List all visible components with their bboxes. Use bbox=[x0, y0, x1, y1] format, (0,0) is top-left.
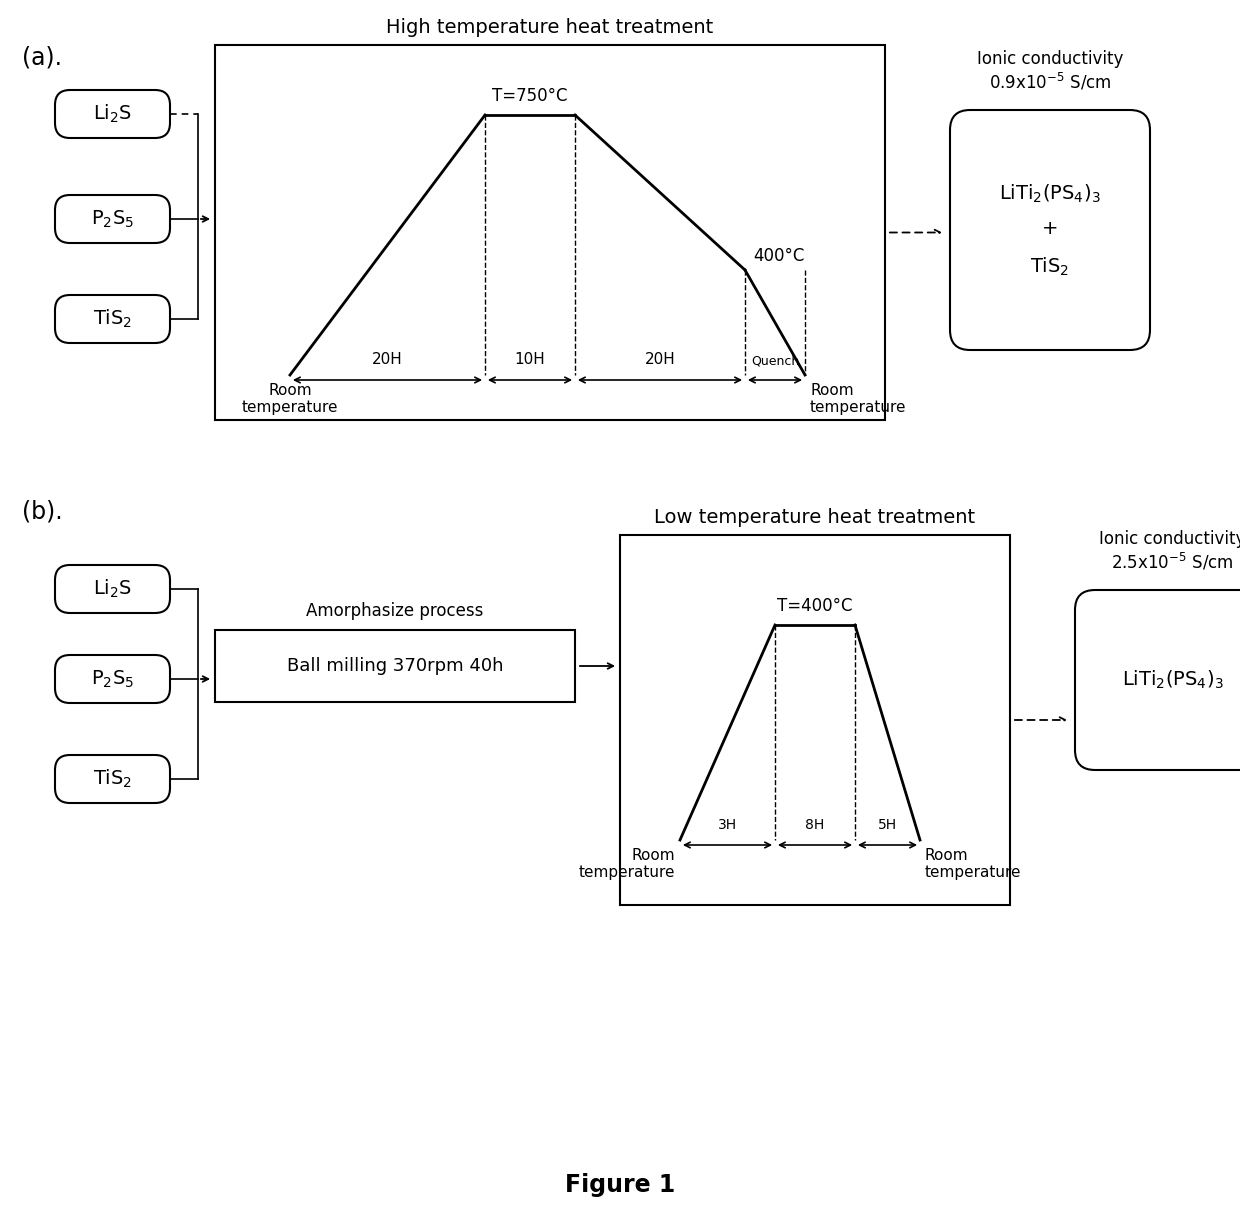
Text: Li$_2$S: Li$_2$S bbox=[93, 103, 131, 125]
FancyBboxPatch shape bbox=[55, 194, 170, 243]
Text: 0.9x10$^{-5}$ S/cm: 0.9x10$^{-5}$ S/cm bbox=[988, 71, 1111, 92]
Text: TiS$_2$: TiS$_2$ bbox=[93, 308, 133, 330]
Bar bbox=[215, 630, 575, 702]
Text: Li$_2$S: Li$_2$S bbox=[93, 577, 131, 600]
Text: P$_2$S$_5$: P$_2$S$_5$ bbox=[91, 668, 134, 690]
Text: Room
temperature: Room temperature bbox=[925, 848, 1022, 881]
Text: Ball milling 370rpm 40h: Ball milling 370rpm 40h bbox=[286, 657, 503, 675]
Text: T=750°C: T=750°C bbox=[492, 87, 568, 105]
Text: T=400°C: T=400°C bbox=[777, 597, 853, 615]
Bar bbox=[215, 45, 885, 419]
Text: 10H: 10H bbox=[515, 352, 546, 367]
Text: 20H: 20H bbox=[372, 352, 403, 367]
Text: Room
temperature: Room temperature bbox=[579, 848, 675, 881]
Text: 2.5x10$^{-5}$ S/cm: 2.5x10$^{-5}$ S/cm bbox=[1111, 550, 1234, 572]
FancyBboxPatch shape bbox=[55, 295, 170, 342]
Text: High temperature heat treatment: High temperature heat treatment bbox=[387, 18, 714, 37]
FancyBboxPatch shape bbox=[55, 565, 170, 613]
Text: 8H: 8H bbox=[805, 818, 825, 832]
FancyBboxPatch shape bbox=[1075, 589, 1240, 770]
FancyBboxPatch shape bbox=[55, 755, 170, 804]
Text: Quench: Quench bbox=[751, 353, 799, 367]
Text: 5H: 5H bbox=[878, 818, 897, 832]
Text: 20H: 20H bbox=[645, 352, 676, 367]
FancyBboxPatch shape bbox=[55, 91, 170, 138]
Text: 3H: 3H bbox=[718, 818, 737, 832]
Text: Ionic conductivity: Ionic conductivity bbox=[1100, 530, 1240, 548]
Text: Amorphasize process: Amorphasize process bbox=[306, 602, 484, 620]
FancyBboxPatch shape bbox=[950, 110, 1149, 350]
Text: Low temperature heat treatment: Low temperature heat treatment bbox=[655, 508, 976, 527]
Text: P$_2$S$_5$: P$_2$S$_5$ bbox=[91, 208, 134, 230]
Text: LiTi$_2$(PS$_4$)$_3$
+
TiS$_2$: LiTi$_2$(PS$_4$)$_3$ + TiS$_2$ bbox=[999, 182, 1101, 278]
Text: (b).: (b). bbox=[22, 500, 63, 523]
Text: LiTi$_2$(PS$_4$)$_3$: LiTi$_2$(PS$_4$)$_3$ bbox=[1122, 669, 1224, 691]
Text: Ionic conductivity: Ionic conductivity bbox=[977, 50, 1123, 68]
Bar bbox=[620, 534, 1011, 905]
Text: Room
temperature: Room temperature bbox=[242, 383, 339, 416]
Text: Figure 1: Figure 1 bbox=[565, 1173, 675, 1197]
FancyBboxPatch shape bbox=[55, 656, 170, 703]
Text: TiS$_2$: TiS$_2$ bbox=[93, 768, 133, 790]
Text: 400°C: 400°C bbox=[753, 247, 805, 265]
Text: (a).: (a). bbox=[22, 45, 62, 68]
Text: Room
temperature: Room temperature bbox=[810, 383, 906, 416]
